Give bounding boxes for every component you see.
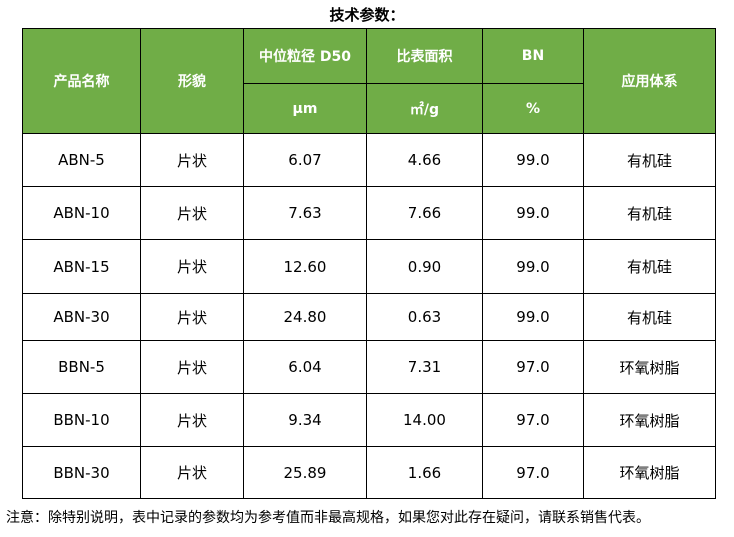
table-row: ABN-30 片状 24.80 0.63 99.0 有机硅: [22, 293, 716, 341]
table-cell: BBN-30: [22, 446, 141, 499]
table-cell: 97.0: [482, 340, 584, 394]
unit-cell: μm: [243, 83, 367, 134]
table-row: ABN-5 片状 6.07 4.66 99.0 有机硅: [22, 133, 716, 187]
table-cell: 有机硅: [583, 186, 716, 240]
table-cell: 97.0: [482, 446, 584, 499]
table-cell: 片状: [140, 293, 244, 341]
table-cell: 0.90: [366, 239, 483, 294]
table-cell: 7.66: [366, 186, 483, 240]
table-body: ABN-5 片状 6.07 4.66 99.0 有机硅 ABN-10 片状 7.63 7.66 99…: [22, 133, 716, 499]
unit-cell: %: [482, 83, 584, 134]
table-cell: 环氧树脂: [583, 340, 716, 394]
table-cell: ABN-15: [22, 239, 141, 294]
table-cell: 环氧树脂: [583, 446, 716, 499]
table-header: 产品名称 形貌 中位粒径 D50 比表面积 BN 应用体系 μm ㎡/g %: [22, 28, 716, 134]
table-cell: 99.0: [482, 239, 584, 294]
header-cell: 中位粒径 D50: [243, 28, 367, 84]
table-cell: 有机硅: [583, 239, 716, 294]
table-cell: 99.0: [482, 293, 584, 341]
table-row: ABN-10 片状 7.63 7.66 99.0 有机硅: [22, 186, 716, 240]
table-cell: 片状: [140, 393, 244, 447]
table-cell: 片状: [140, 446, 244, 499]
table-cell: 99.0: [482, 133, 584, 187]
unit-cell: ㎡/g: [366, 83, 483, 134]
table-row: BBN-5 片状 6.04 7.31 97.0 环氧树脂: [22, 340, 716, 394]
table-cell: 0.63: [366, 293, 483, 341]
table-row: ABN-15 片状 12.60 0.90 99.0 有机硅: [22, 239, 716, 294]
header-cell: 形貌: [140, 28, 244, 134]
table-cell: 1.66: [366, 446, 483, 499]
table-cell: 环氧树脂: [583, 393, 716, 447]
table-cell: 片状: [140, 133, 244, 187]
table-cell: 片状: [140, 239, 244, 294]
table-cell: 97.0: [482, 393, 584, 447]
table-cell: 片状: [140, 186, 244, 240]
spec-table: 产品名称 形貌 中位粒径 D50 比表面积 BN 应用体系 μm ㎡/g % A…: [22, 28, 716, 499]
table-cell: 25.89: [243, 446, 367, 499]
header-cell: 应用体系: [583, 28, 716, 134]
table-cell: ABN-30: [22, 293, 141, 341]
header-cell: 产品名称: [22, 28, 141, 134]
table-cell: ABN-10: [22, 186, 141, 240]
table-cell: 24.80: [243, 293, 367, 341]
table-row: BBN-30 片状 25.89 1.66 97.0 环氧树脂: [22, 446, 716, 499]
table-cell: 6.07: [243, 133, 367, 187]
table-cell: 6.04: [243, 340, 367, 394]
note: 注意：除特别说明，表中记录的参数均为参考值而非最高规格，如果您对此存在疑问，请联…: [6, 510, 650, 526]
table-cell: 有机硅: [583, 133, 716, 187]
table-cell: 9.34: [243, 393, 367, 447]
title: 技术参数：: [329, 6, 405, 24]
table-cell: 4.66: [366, 133, 483, 187]
table-cell: ABN-5: [22, 133, 141, 187]
table-cell: BBN-10: [22, 393, 141, 447]
table-cell: 有机硅: [583, 293, 716, 341]
table-cell: 12.60: [243, 239, 367, 294]
header-cell: BN: [482, 28, 584, 84]
header-cell: 比表面积: [366, 28, 483, 84]
table-row: BBN-10 片状 9.34 14.00 97.0 环氧树脂: [22, 393, 716, 447]
table-cell: 14.00: [366, 393, 483, 447]
table-cell: 99.0: [482, 186, 584, 240]
table-cell: BBN-5: [22, 340, 141, 394]
table-cell: 7.63: [243, 186, 367, 240]
table-cell: 7.31: [366, 340, 483, 394]
table-cell: 片状: [140, 340, 244, 394]
